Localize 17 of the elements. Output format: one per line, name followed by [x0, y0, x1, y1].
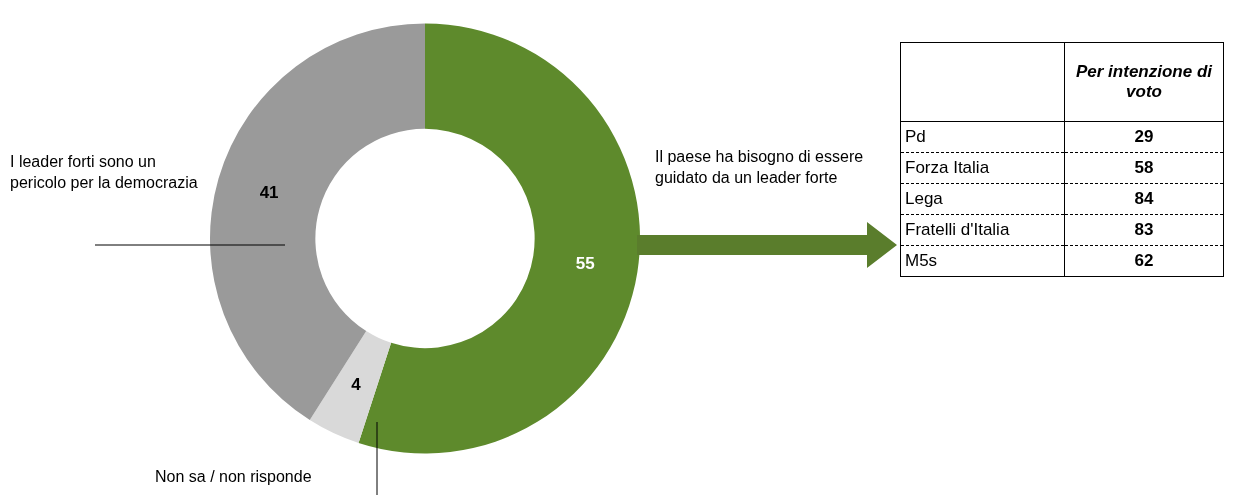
data-label: 41 — [259, 182, 279, 202]
category-label: Pd — [900, 121, 1065, 153]
data-label: 55 — [575, 253, 595, 273]
category-label: M5s — [900, 245, 1065, 277]
data-label: 84 — [1064, 183, 1224, 215]
data-label: 58 — [1064, 152, 1224, 184]
data-label: 29 — [1064, 121, 1224, 153]
text: Per intenzione di voto — [1064, 42, 1224, 122]
category-label: Lega — [900, 183, 1065, 215]
category-label: Forza Italia — [900, 152, 1065, 184]
slice-label: Non sa / non risponde — [155, 468, 312, 486]
data-label: 83 — [1064, 214, 1224, 246]
data-label: 4 — [351, 375, 362, 395]
category-label: Fratelli d'Italia — [900, 214, 1065, 246]
data-label: 62 — [1064, 245, 1224, 277]
slice-label: Il paese ha bisogno di essere guidato da un leader forte — [655, 148, 864, 187]
slice-label: I leader forti sono un pericolo per la democrazia — [10, 153, 198, 192]
